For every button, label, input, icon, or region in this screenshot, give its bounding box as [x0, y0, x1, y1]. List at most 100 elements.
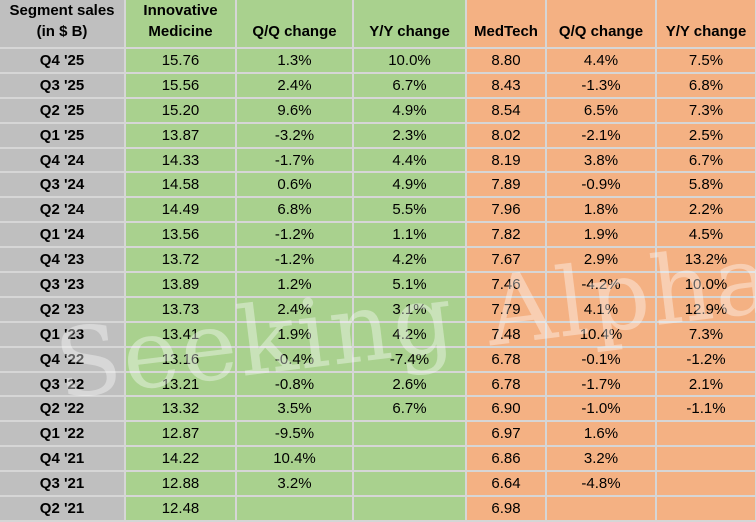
- cell-mt-yy-change: -1.1%: [656, 396, 756, 423]
- cell-im-yy-change: 10.0%: [353, 48, 467, 74]
- cell-mt-qq-change: 4.4%: [546, 48, 657, 74]
- header-im-yy-change: Y/Y change: [353, 0, 467, 49]
- cell-medtech-sales: 7.46: [466, 272, 547, 298]
- cell-im-yy-change: 4.9%: [353, 172, 467, 199]
- cell-im-qq-change: 10.4%: [236, 446, 354, 473]
- header-segment-sales-line1: Segment sales: [9, 2, 115, 19]
- cell-quarter: Q1 '23: [0, 321, 126, 348]
- cell-medtech-sales: 8.80: [466, 48, 547, 74]
- table-row: Q4 '24 14.33 -1.7% 4.4% 8.19 3.8% 6.7%: [0, 147, 756, 174]
- cell-innovative-medicine-sales: 14.58: [125, 172, 237, 199]
- cell-quarter: Q3 '23: [0, 272, 126, 298]
- cell-innovative-medicine-sales: 12.87: [125, 421, 237, 448]
- table-row: Q1 '24 13.56 -1.2% 1.1% 7.82 1.9% 4.5%: [0, 222, 756, 249]
- cell-quarter: Q2 '24: [0, 197, 126, 224]
- table-row: Q1 '25 13.87 -3.2% 2.3% 8.02 -2.1% 2.5%: [0, 122, 756, 149]
- cell-mt-qq-change: -1.0%: [546, 396, 657, 423]
- cell-im-qq-change: [236, 496, 354, 522]
- cell-im-qq-change: -0.8%: [236, 371, 354, 398]
- cell-medtech-sales: 6.86: [466, 446, 547, 473]
- table-row: Q2 '24 14.49 6.8% 5.5% 7.96 1.8% 2.2%: [0, 197, 756, 224]
- cell-innovative-medicine-sales: 14.49: [125, 197, 237, 224]
- cell-mt-qq-change: -0.1%: [546, 346, 657, 373]
- cell-im-qq-change: 1.3%: [236, 48, 354, 74]
- cell-mt-qq-change: 1.6%: [546, 421, 657, 448]
- header-segment-sales: Segment sales (in $ B): [0, 0, 126, 49]
- cell-quarter: Q3 '24: [0, 172, 126, 199]
- cell-im-yy-change: 2.3%: [353, 122, 467, 149]
- cell-im-yy-change: [353, 496, 467, 522]
- header-innovative-medicine-line1: Innovative: [143, 2, 218, 19]
- cell-mt-yy-change: 7.5%: [656, 48, 756, 74]
- cell-mt-qq-change: 4.1%: [546, 296, 657, 323]
- table-row: Q3 '25 15.56 2.4% 6.7% 8.43 -1.3% 6.8%: [0, 72, 756, 99]
- cell-quarter: Q3 '22: [0, 371, 126, 398]
- cell-im-yy-change: 4.9%: [353, 97, 467, 124]
- cell-innovative-medicine-sales: 13.21: [125, 371, 237, 398]
- cell-im-yy-change: 4.2%: [353, 321, 467, 348]
- cell-im-yy-change: 4.2%: [353, 247, 467, 274]
- cell-im-yy-change: 4.4%: [353, 147, 467, 174]
- table-row: Q4 '23 13.72 -1.2% 4.2% 7.67 2.9% 13.2%: [0, 247, 756, 274]
- table-row: Q2 '23 13.73 2.4% 3.1% 7.79 4.1% 12.9%: [0, 296, 756, 323]
- cell-im-qq-change: -0.4%: [236, 346, 354, 373]
- header-innovative-medicine: Innovative Medicine: [125, 0, 237, 49]
- cell-medtech-sales: 8.02: [466, 122, 547, 149]
- cell-medtech-sales: 6.78: [466, 346, 547, 373]
- cell-mt-qq-change: -4.2%: [546, 272, 657, 298]
- table-row: Q1 '22 12.87 -9.5% 6.97 1.6%: [0, 421, 756, 448]
- cell-innovative-medicine-sales: 13.72: [125, 247, 237, 274]
- cell-mt-qq-change: 2.9%: [546, 247, 657, 274]
- header-im-qq-change: Q/Q change: [236, 0, 354, 49]
- cell-mt-qq-change: -1.7%: [546, 371, 657, 398]
- cell-medtech-sales: 6.98: [466, 496, 547, 522]
- cell-mt-qq-change: 3.8%: [546, 147, 657, 174]
- cell-quarter: Q2 '22: [0, 396, 126, 423]
- cell-mt-qq-change: 6.5%: [546, 97, 657, 124]
- cell-innovative-medicine-sales: 13.87: [125, 122, 237, 149]
- cell-im-qq-change: -1.2%: [236, 247, 354, 274]
- cell-medtech-sales: 6.78: [466, 371, 547, 398]
- cell-innovative-medicine-sales: 13.32: [125, 396, 237, 423]
- cell-medtech-sales: 7.96: [466, 197, 547, 224]
- cell-medtech-sales: 6.97: [466, 421, 547, 448]
- cell-innovative-medicine-sales: 15.20: [125, 97, 237, 124]
- cell-innovative-medicine-sales: 13.56: [125, 222, 237, 249]
- cell-quarter: Q3 '25: [0, 72, 126, 99]
- cell-mt-yy-change: [656, 446, 756, 473]
- cell-im-yy-change: 6.7%: [353, 396, 467, 423]
- cell-mt-yy-change: 6.8%: [656, 72, 756, 99]
- cell-mt-yy-change: 2.1%: [656, 371, 756, 398]
- cell-medtech-sales: 8.54: [466, 97, 547, 124]
- cell-mt-qq-change: 1.9%: [546, 222, 657, 249]
- cell-mt-yy-change: [656, 421, 756, 448]
- cell-quarter: Q4 '22: [0, 346, 126, 373]
- cell-im-qq-change: -9.5%: [236, 421, 354, 448]
- cell-mt-qq-change: -4.8%: [546, 471, 657, 498]
- cell-im-yy-change: [353, 421, 467, 448]
- cell-innovative-medicine-sales: 13.89: [125, 272, 237, 298]
- table-row: Q4 '22 13.16 -0.4% -7.4% 6.78 -0.1% -1.2…: [0, 346, 756, 373]
- cell-quarter: Q1 '24: [0, 222, 126, 249]
- cell-medtech-sales: 7.89: [466, 172, 547, 199]
- cell-mt-qq-change: 3.2%: [546, 446, 657, 473]
- table-row: Q1 '23 13.41 1.9% 4.2% 7.48 10.4% 7.3%: [0, 321, 756, 348]
- cell-medtech-sales: 7.48: [466, 321, 547, 348]
- cell-mt-qq-change: 1.8%: [546, 197, 657, 224]
- cell-im-yy-change: 5.5%: [353, 197, 467, 224]
- cell-im-qq-change: 9.6%: [236, 97, 354, 124]
- cell-innovative-medicine-sales: 12.48: [125, 496, 237, 522]
- cell-quarter: Q3 '21: [0, 471, 126, 498]
- cell-quarter: Q4 '25: [0, 48, 126, 74]
- cell-im-yy-change: 2.6%: [353, 371, 467, 398]
- cell-im-yy-change: [353, 446, 467, 473]
- header-segment-sales-line2: (in $ B): [36, 23, 88, 40]
- table-row: Q3 '23 13.89 1.2% 5.1% 7.46 -4.2% 10.0%: [0, 272, 756, 298]
- cell-medtech-sales: 6.64: [466, 471, 547, 498]
- cell-quarter: Q4 '23: [0, 247, 126, 274]
- cell-quarter: Q2 '25: [0, 97, 126, 124]
- cell-quarter: Q4 '24: [0, 147, 126, 174]
- table-row: Q3 '22 13.21 -0.8% 2.6% 6.78 -1.7% 2.1%: [0, 371, 756, 398]
- cell-im-yy-change: 3.1%: [353, 296, 467, 323]
